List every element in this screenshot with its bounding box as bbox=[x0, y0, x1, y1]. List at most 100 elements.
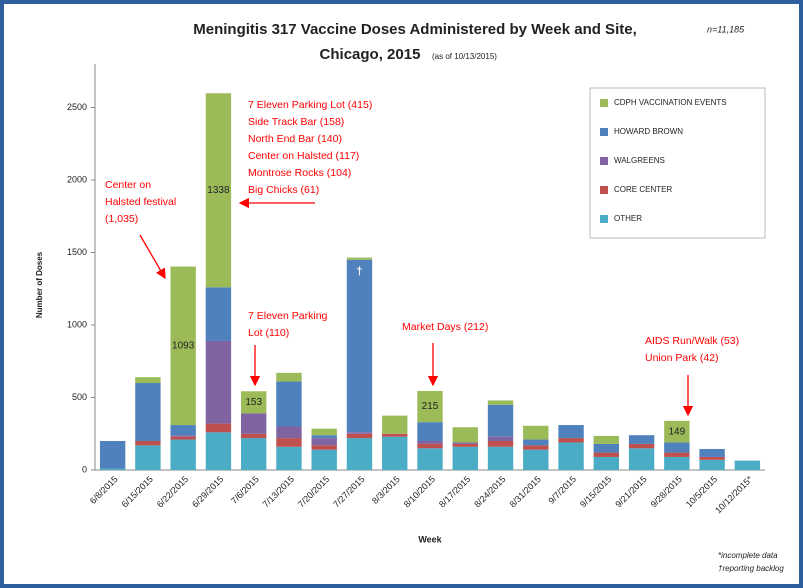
legend-swatch bbox=[600, 99, 608, 107]
bar-segment bbox=[558, 438, 584, 443]
bar-segment bbox=[487, 400, 514, 405]
bar-segment bbox=[276, 372, 302, 382]
bar-segment bbox=[135, 441, 161, 446]
bar-segment bbox=[593, 435, 620, 444]
y-tick-label: 500 bbox=[72, 392, 87, 402]
annotation: Big Chicks (61) bbox=[248, 184, 319, 196]
annotation: Market Days (212) bbox=[402, 321, 488, 333]
annotation: Halsted festival bbox=[105, 196, 176, 208]
x-axis-label: Week bbox=[418, 534, 442, 544]
data-label: 1338 bbox=[207, 185, 230, 196]
bar-segment bbox=[664, 452, 690, 457]
bar-segment bbox=[628, 448, 655, 470]
bar-segment bbox=[417, 443, 443, 449]
bar-segment bbox=[417, 448, 443, 470]
data-label: 215 bbox=[422, 401, 439, 412]
legend-label: HOWARD BROWN bbox=[614, 127, 683, 136]
bar-segment bbox=[593, 452, 620, 457]
bar-segment bbox=[664, 442, 690, 453]
bar-segment bbox=[346, 438, 373, 470]
bar-segment bbox=[664, 456, 690, 470]
bar-segment bbox=[417, 390, 443, 423]
bar-segment bbox=[558, 442, 584, 470]
bar-segment bbox=[276, 381, 302, 427]
bar-segment bbox=[346, 257, 373, 260]
data-label: 149 bbox=[668, 426, 685, 437]
bar-segment bbox=[452, 442, 478, 444]
bar-segment bbox=[417, 441, 443, 444]
bar-segment bbox=[452, 446, 478, 470]
bar-segment bbox=[205, 340, 232, 424]
bar-segment bbox=[135, 377, 161, 383]
bar-segment bbox=[593, 456, 620, 470]
bar-segment bbox=[99, 441, 126, 469]
legend-label: CORE CENTER bbox=[614, 185, 672, 194]
bar-segment bbox=[593, 443, 620, 453]
bar-segment bbox=[135, 383, 161, 441]
chart-title: Meningitis 317 Vaccine Doses Administere… bbox=[193, 21, 637, 38]
bar-segment bbox=[205, 93, 232, 288]
legend-swatch bbox=[600, 128, 608, 136]
bar-segment bbox=[276, 446, 302, 470]
bar-segment bbox=[311, 449, 337, 470]
bar-segment bbox=[346, 432, 373, 434]
bar-segment bbox=[558, 425, 584, 439]
legend-label: WALGREENS bbox=[614, 156, 665, 165]
legend-swatch bbox=[600, 215, 608, 223]
footnote: *incomplete data bbox=[718, 551, 778, 560]
bar-segment bbox=[523, 425, 549, 440]
y-axis-label: Number of Doses bbox=[35, 251, 44, 318]
bar-segment bbox=[523, 439, 549, 446]
bar-segment bbox=[276, 426, 302, 439]
annotation: Center on bbox=[105, 179, 151, 191]
bar-segment bbox=[452, 443, 478, 447]
bar-segment bbox=[205, 423, 232, 433]
annotation: North End Bar (140) bbox=[248, 133, 342, 145]
bar-segment bbox=[699, 448, 725, 457]
bar-segment bbox=[346, 433, 373, 439]
bar-segment bbox=[205, 287, 232, 341]
bar-segment bbox=[487, 446, 514, 470]
dagger: † bbox=[356, 266, 362, 278]
bar-segment bbox=[382, 415, 408, 434]
bar-segment bbox=[170, 425, 196, 436]
annotation: 7 Eleven Parking Lot (415) bbox=[248, 99, 372, 111]
annotation: 7 Eleven Parking bbox=[248, 310, 328, 322]
bar-segment bbox=[628, 443, 655, 449]
data-label: 153 bbox=[245, 397, 262, 408]
bar-segment bbox=[346, 259, 373, 433]
legend-swatch bbox=[600, 157, 608, 165]
bar-segment bbox=[135, 445, 161, 470]
annotation: Side Track Bar (158) bbox=[248, 116, 344, 128]
y-tick-label: 0 bbox=[82, 464, 87, 474]
y-tick-label: 1000 bbox=[67, 319, 87, 329]
bar-segment bbox=[664, 420, 690, 443]
bar-segment bbox=[734, 460, 761, 470]
annotation: Montrose Rocks (104) bbox=[248, 167, 351, 179]
footnote: †reporting backlog bbox=[718, 564, 784, 573]
bar-segment bbox=[487, 441, 514, 447]
bar-segment bbox=[699, 459, 725, 470]
bar-segment bbox=[170, 436, 196, 440]
y-tick-label: 1500 bbox=[67, 247, 87, 257]
legend-box bbox=[589, 87, 766, 239]
bar-segment bbox=[487, 404, 514, 437]
annotation-arrow bbox=[139, 234, 166, 280]
y-tick-label: 2000 bbox=[67, 174, 87, 184]
bar-segment bbox=[382, 436, 408, 470]
annotation: Center on Halsted (117) bbox=[248, 150, 359, 162]
bar-segment bbox=[276, 438, 302, 447]
data-label: 1093 bbox=[172, 340, 195, 351]
bar-segment bbox=[417, 422, 443, 441]
bar-segment bbox=[240, 391, 267, 414]
bar-segment bbox=[240, 438, 267, 470]
annotation: AIDS Run/Walk (53) bbox=[645, 335, 739, 347]
legend-swatch bbox=[600, 186, 608, 194]
bar-segment bbox=[311, 438, 337, 446]
bar-segment bbox=[170, 439, 196, 470]
n-label: n=11,185 bbox=[707, 24, 745, 34]
bar-segment bbox=[205, 432, 232, 470]
bar-segment bbox=[311, 435, 337, 439]
